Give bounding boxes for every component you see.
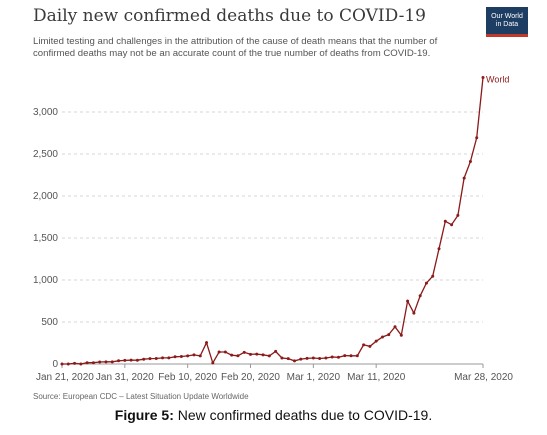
logo-line-2: in Data	[495, 20, 519, 28]
data-point	[79, 362, 83, 366]
data-point	[135, 358, 139, 362]
data-point	[380, 335, 384, 339]
data-point	[267, 354, 271, 358]
logo-line-1: Our World	[491, 12, 523, 20]
data-point	[236, 354, 240, 358]
data-point	[368, 344, 372, 348]
data-point	[305, 356, 309, 360]
y-tick-label: 1,500	[33, 233, 58, 244]
data-point	[167, 356, 171, 360]
data-point	[292, 359, 296, 363]
x-tick-label: Jan 31, 2020	[96, 372, 154, 383]
data-point	[98, 360, 102, 364]
data-point	[355, 354, 359, 358]
data-point	[104, 360, 108, 364]
data-point	[129, 358, 133, 362]
x-tick-label: Feb 10, 2020	[158, 372, 217, 383]
x-tick-label: Mar 28, 2020	[454, 372, 513, 383]
data-point	[230, 353, 234, 357]
data-point	[186, 354, 190, 358]
data-point	[142, 357, 146, 361]
data-point	[349, 354, 353, 358]
data-point	[211, 361, 215, 365]
data-point	[330, 355, 334, 359]
data-point	[148, 357, 152, 361]
x-tick-label: Jan 21, 2020	[36, 372, 94, 383]
data-point	[406, 299, 410, 303]
data-point	[280, 356, 284, 360]
data-point	[336, 355, 340, 359]
data-point	[462, 176, 466, 180]
data-point	[299, 357, 303, 361]
data-point	[117, 359, 121, 363]
data-point	[60, 362, 64, 366]
data-point	[443, 219, 447, 223]
figure-caption-text: New confirmed deaths due to COVID-19.	[173, 407, 433, 423]
y-tick-label: 2,000	[33, 191, 58, 202]
data-point	[311, 356, 315, 360]
data-point	[468, 160, 472, 164]
figure-caption: Figure 5: New confirmed deaths due to CO…	[0, 407, 547, 423]
data-point	[475, 136, 479, 140]
data-point	[217, 350, 221, 354]
y-tick-label: 2,500	[33, 149, 58, 160]
data-point	[274, 349, 278, 353]
data-point	[437, 247, 441, 251]
data-point	[192, 353, 196, 357]
data-point	[362, 343, 366, 347]
data-point	[173, 355, 177, 359]
data-point	[242, 350, 246, 354]
data-point	[412, 311, 416, 315]
data-point	[450, 223, 454, 227]
data-point	[161, 356, 165, 360]
y-tick-label: 1,000	[33, 275, 58, 286]
chart-subtitle: Limited testing and challenges in the at…	[33, 36, 438, 59]
chart-title: Daily new confirmed deaths due to COVID-…	[33, 6, 426, 26]
data-point	[66, 362, 70, 366]
our-world-in-data-logo: Our World in Data	[486, 7, 528, 37]
data-point	[424, 281, 428, 285]
series-label: World	[486, 74, 509, 84]
data-point	[110, 360, 114, 364]
data-point	[418, 294, 422, 298]
data-point	[387, 333, 391, 337]
x-tick-label: Feb 20, 2020	[221, 372, 280, 383]
data-point	[318, 356, 322, 360]
data-point	[249, 352, 253, 356]
data-point	[456, 213, 460, 217]
data-point	[286, 357, 290, 361]
data-point	[198, 354, 202, 358]
chart-source: Source: European CDC – Latest Situation …	[33, 392, 249, 401]
y-tick-label: 3,000	[33, 107, 58, 118]
data-point	[205, 341, 209, 345]
y-tick-label: 0	[52, 359, 58, 370]
data-point	[343, 354, 347, 358]
figure-caption-label: Figure 5:	[114, 407, 174, 423]
data-point	[261, 353, 265, 357]
data-point	[123, 358, 127, 362]
data-point	[85, 361, 89, 365]
data-point	[154, 356, 158, 360]
x-tick-label: Mar 11, 2020	[347, 372, 406, 383]
data-point	[73, 361, 77, 365]
data-point	[255, 352, 259, 356]
line-chart: 0 500 1,000 1,500 2,000 2,500 3,000 Jan 21, 202…	[33, 74, 513, 383]
data-point	[393, 325, 397, 329]
y-tick-label: 500	[41, 317, 58, 328]
data-point	[431, 274, 435, 278]
data-point	[223, 350, 227, 354]
data-point	[374, 339, 378, 343]
data-point	[399, 333, 403, 337]
data-point	[481, 75, 485, 79]
data-point	[324, 356, 328, 360]
series-line	[62, 77, 484, 365]
data-point	[91, 361, 95, 365]
x-tick-label: Mar 1, 2020	[287, 372, 341, 383]
data-point	[179, 355, 183, 359]
